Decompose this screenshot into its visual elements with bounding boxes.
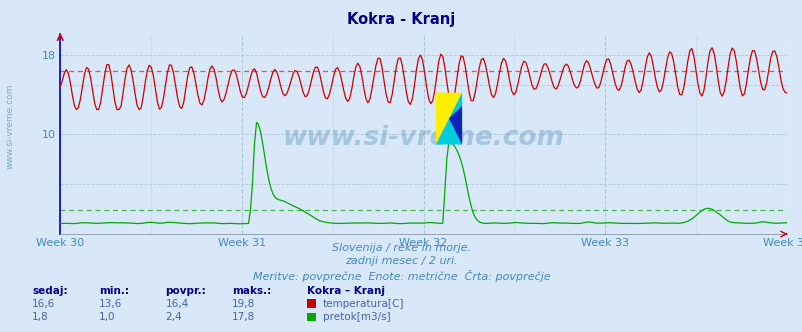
Text: zadnji mesec / 2 uri.: zadnji mesec / 2 uri. [345,256,457,266]
Text: min.:: min.: [99,286,128,296]
Text: 19,8: 19,8 [232,299,255,309]
Polygon shape [435,93,461,144]
Polygon shape [435,93,461,144]
Text: www.si-vreme.com: www.si-vreme.com [5,83,14,169]
Text: 1,0: 1,0 [99,312,115,322]
Text: maks.:: maks.: [232,286,271,296]
Text: 13,6: 13,6 [99,299,122,309]
Polygon shape [448,106,461,144]
Text: povpr.:: povpr.: [165,286,206,296]
Text: 16,6: 16,6 [32,299,55,309]
Text: sedaj:: sedaj: [32,286,67,296]
Text: 1,8: 1,8 [32,312,49,322]
Text: 2,4: 2,4 [165,312,182,322]
Text: pretok[m3/s]: pretok[m3/s] [322,312,390,322]
Text: temperatura[C]: temperatura[C] [322,299,403,309]
Text: 17,8: 17,8 [232,312,255,322]
Text: Meritve: povprečne  Enote: metrične  Črta: povprečje: Meritve: povprečne Enote: metrične Črta:… [253,270,549,282]
Text: 16,4: 16,4 [165,299,188,309]
Text: Slovenija / reke in morje.: Slovenija / reke in morje. [331,243,471,253]
Text: www.si-vreme.com: www.si-vreme.com [282,125,564,151]
Text: Kokra - Kranj: Kokra - Kranj [347,12,455,27]
Text: Kokra – Kranj: Kokra – Kranj [306,286,384,296]
